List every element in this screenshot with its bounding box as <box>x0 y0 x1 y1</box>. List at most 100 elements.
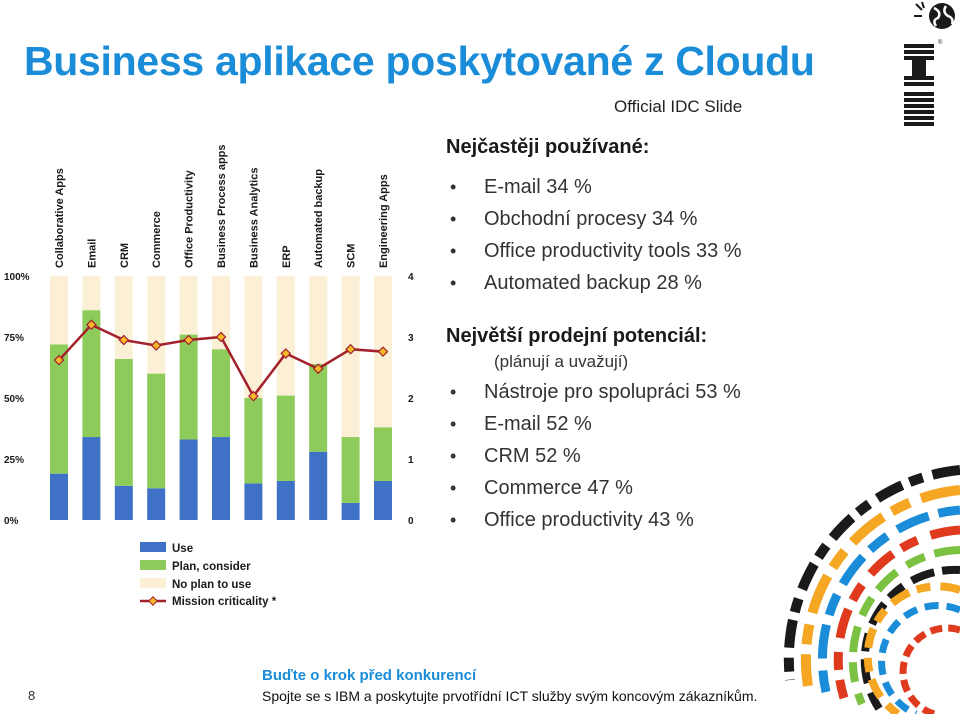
bar-no-plan <box>309 276 328 364</box>
legend-marker <box>148 596 158 606</box>
y-tick-left: 0% <box>4 516 19 527</box>
bar-plan <box>341 437 360 503</box>
bar-plan <box>309 363 328 452</box>
bar-no-plan <box>276 276 295 396</box>
list-item: E-mail 34 % <box>446 171 826 203</box>
bar-use <box>374 480 392 520</box>
bar-plan <box>147 373 166 489</box>
bar-no-plan <box>147 276 166 374</box>
mission-criticality-line <box>53 319 389 402</box>
y-axis-right: 0 1 2 3 4 <box>408 272 414 527</box>
list-item: Office productivity tools 33 % <box>446 235 826 267</box>
sales-potential-list: Nástroje pro spolupráci 53 % E-mail 52 %… <box>446 376 826 536</box>
legend-label: No plan to use <box>172 579 251 591</box>
sales-potential-note: (plánují a uvažují) <box>494 352 629 371</box>
legend-label: Plan, consider <box>172 561 251 573</box>
legend-swatch <box>140 560 166 570</box>
line-point <box>118 334 130 346</box>
category-label: Commerce <box>151 211 163 268</box>
legend-swatch <box>140 578 166 588</box>
bar-plan <box>374 427 392 481</box>
y-tick-right: 3 <box>408 333 414 344</box>
y-tick-right: 4 <box>408 272 414 283</box>
bar-use <box>244 483 263 520</box>
y-tick-left: 25% <box>4 455 24 466</box>
line-point <box>345 343 356 355</box>
list-item: Office productivity 43 % <box>446 504 826 536</box>
bar-no-plan <box>50 276 68 345</box>
category-label: CRM <box>119 243 131 268</box>
line-point <box>280 348 292 359</box>
decorative-arcs-icon <box>783 465 960 714</box>
legend-swatch <box>140 542 166 552</box>
line-point <box>248 390 259 402</box>
category-label: Office Productivity <box>184 169 196 268</box>
bar-plan <box>276 395 295 481</box>
slide-title: Business aplikace poskytované z Cloudu <box>24 38 815 84</box>
line-point <box>86 319 97 331</box>
bar-use <box>50 473 68 520</box>
list-item: Automated backup 28 % <box>446 267 826 299</box>
y-tick-left: 100% <box>4 272 30 283</box>
bar-use <box>309 451 328 520</box>
y-tick-right: 1 <box>408 455 414 466</box>
y-tick-right: 2 <box>408 394 414 405</box>
usage-chart: 0% 25% 50% 75% 100% 0 1 2 3 4 Collaborative Apps… <box>4 144 414 608</box>
bar-use <box>341 502 360 520</box>
slide-subtitle: Official IDC Slide <box>614 97 743 116</box>
footer-text: Spojte se s IBM a poskytujte prvotřídní … <box>262 688 758 704</box>
bar-use <box>147 488 166 520</box>
category-label: SCM <box>346 244 358 268</box>
page-number: 8 <box>28 688 36 703</box>
bar-use <box>179 439 198 520</box>
y-tick-left: 50% <box>4 394 24 405</box>
bar-no-plan <box>212 276 230 350</box>
category-label: Collaborative Apps <box>54 168 66 268</box>
text-panel: Nejčastěji používané: E-mail 34 % Obchod… <box>446 136 826 536</box>
bar-use <box>114 485 133 520</box>
chart-legend: Use Plan, consider No plan to use Mission c… <box>140 542 277 608</box>
bar-plan <box>244 398 263 484</box>
svg-text:®: ® <box>938 39 943 46</box>
bar-no-plan <box>341 276 360 438</box>
footer-title: Buďte o krok před konkurencí <box>262 667 477 684</box>
list-item: Commerce 47 % <box>446 472 826 504</box>
y-axis-left: 0% 25% 50% 75% 100% <box>4 272 30 527</box>
list-item: Nástroje pro spolupráci 53 % <box>446 376 826 408</box>
category-label: Business Process apps <box>216 144 228 268</box>
y-tick-left: 75% <box>4 333 24 344</box>
bar-no-plan <box>114 276 133 359</box>
most-used-list: E-mail 34 % Obchodní procesy 34 % Office… <box>446 171 826 299</box>
most-used-heading: Nejčastěji používané: <box>446 136 650 158</box>
category-labels: Collaborative Apps Email CRM Commerce Office… <box>54 144 390 268</box>
line-point <box>150 340 162 351</box>
ibm-logo-icon: ® <box>904 1 955 126</box>
bar-plan <box>179 334 198 440</box>
bar-plan <box>114 358 133 486</box>
y-tick-right: 0 <box>408 516 414 527</box>
bar-plan <box>50 344 68 474</box>
line-point <box>53 354 65 366</box>
category-label: Engineering Apps <box>378 174 390 268</box>
bar-plan <box>212 349 230 438</box>
list-item: CRM 52 % <box>446 440 826 472</box>
bars-group <box>50 276 392 520</box>
bar-use <box>82 437 101 520</box>
line-point <box>377 346 389 358</box>
bar-plan <box>82 310 101 438</box>
bar-use <box>276 480 295 520</box>
legend-label: Mission criticality * <box>172 596 277 608</box>
legend-label: Use <box>172 543 193 555</box>
bar-use <box>212 437 230 520</box>
list-item: E-mail 52 % <box>446 408 826 440</box>
category-label: Email <box>86 239 98 268</box>
list-item: Obchodní procesy 34 % <box>446 203 826 235</box>
sales-potential-heading: Největší prodejní potenciál: <box>446 325 708 347</box>
category-label: Automated backup <box>313 169 325 268</box>
bar-no-plan <box>179 276 198 335</box>
line-point <box>183 334 194 346</box>
line-point <box>312 363 324 375</box>
bar-no-plan <box>82 276 101 311</box>
bar-no-plan <box>244 276 263 398</box>
category-label: ERP <box>281 245 293 268</box>
